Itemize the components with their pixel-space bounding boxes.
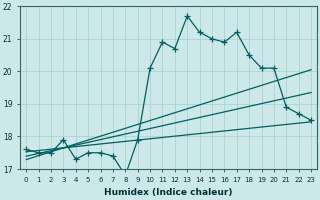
X-axis label: Humidex (Indice chaleur): Humidex (Indice chaleur)	[104, 188, 233, 197]
